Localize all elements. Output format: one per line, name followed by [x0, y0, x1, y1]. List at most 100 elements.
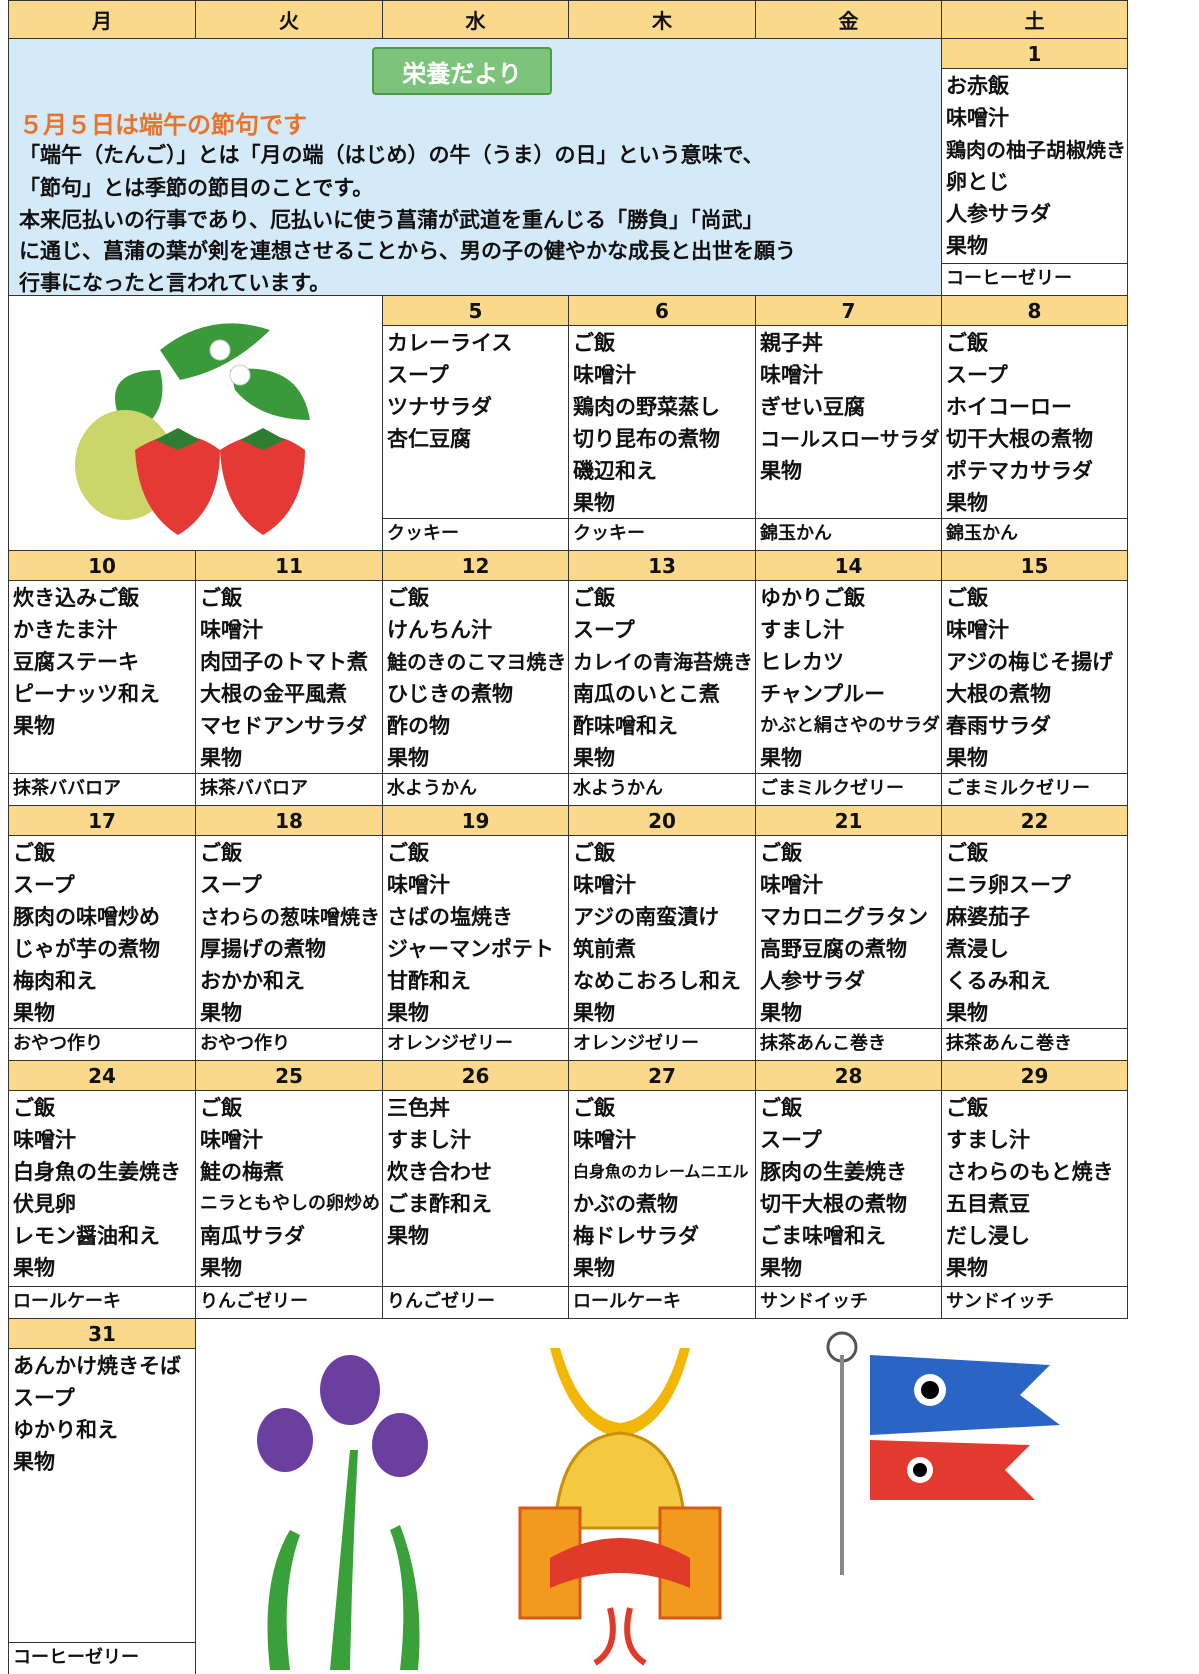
snack: 抹茶ババロア	[9, 773, 195, 805]
menu-item: 果物	[946, 1001, 988, 1025]
menu-item: カレイの青海苔焼き	[573, 650, 753, 674]
menu-item: お赤飯	[946, 74, 1009, 98]
snack: オレンジゼリー	[569, 1028, 755, 1060]
date-header: 12	[383, 551, 568, 581]
menu-item: 果物	[760, 1256, 802, 1280]
date-header: 17	[9, 806, 195, 836]
menu-item: かぶと絹さやのサラダ	[760, 715, 940, 736]
snack: サンドイッチ	[942, 1286, 1127, 1318]
menu-item: 味噌汁	[200, 618, 263, 642]
menu-item: アジの南蛮漬け	[573, 905, 720, 929]
day-cell: 24 ご飯 味噌汁 白身魚の生姜焼き 伏見卵 レモン醤油和え 果物 ロールケーキ	[8, 1060, 196, 1319]
menu-item: ご飯	[200, 841, 242, 865]
badge: 栄養だより	[372, 47, 552, 95]
snack: りんごゼリー	[383, 1286, 568, 1318]
menu-item: ご飯	[200, 1096, 242, 1120]
day-cell: 18 ご飯 スープ さわらの葱味噌焼き 厚揚げの煮物 おかか和え 果物 おやつ作り	[195, 805, 383, 1061]
menu-item: ヒレカツ	[760, 650, 844, 674]
date-header: 5	[383, 296, 568, 326]
snack: コーヒーゼリー	[942, 263, 1127, 295]
snack: 抹茶あんこ巻き	[942, 1028, 1127, 1060]
day-cell: 1 お赤飯 味噌汁 鶏肉の柚子胡椒焼き 卵とじ 人参サラダ 果物 コーヒーゼリー	[941, 38, 1128, 296]
menu-item: すまし汁	[387, 1128, 471, 1152]
menu-item: マカロニグラタン	[760, 905, 928, 929]
menu-item: ご飯	[13, 841, 55, 865]
menu-item: ご飯	[573, 586, 615, 610]
menu-item: ご飯	[946, 586, 988, 610]
snack: りんごゼリー	[196, 1286, 382, 1318]
menu-item: ぎせい豆腐	[760, 395, 865, 419]
menu-item: 果物	[200, 746, 242, 770]
menu-item: 高野豆腐の煮物	[760, 937, 907, 961]
menu-item: かきたま汁	[13, 618, 118, 642]
menu-item: アジの梅じそ揚げ	[946, 650, 1114, 674]
snack: コーヒーゼリー	[9, 1642, 195, 1674]
menu-item: 酢の物	[387, 714, 450, 738]
snack: 抹茶あんこ巻き	[756, 1028, 941, 1060]
date-header: 25	[196, 1061, 382, 1091]
menu-item: 五目煮豆	[946, 1192, 1030, 1216]
menu-item: 炊き込みご飯	[13, 586, 139, 610]
day-cell: 14 ゆかりご飯 すまし汁 ヒレカツ チャンプルー かぶと絹さやのサラダ 果物 ごまミルクゼリ…	[755, 550, 942, 806]
menu-item: 果物	[946, 234, 988, 258]
menu-item: だし浸し	[946, 1224, 1030, 1248]
menu-item: 春雨サラダ	[946, 714, 1051, 738]
menu-item: ご飯	[946, 331, 988, 355]
menu-item: 味噌汁	[573, 1128, 636, 1152]
notice-title: ５月５日は端午の節句です	[19, 111, 307, 139]
menu-item: 切干大根の煮物	[760, 1192, 907, 1216]
menu-item: 果物	[200, 1256, 242, 1280]
menu-item: ご飯	[13, 1096, 55, 1120]
date-header: 22	[942, 806, 1127, 836]
menu-item: 大根の金平風煮	[200, 682, 347, 706]
menu-item: ご飯	[573, 1096, 615, 1120]
menu-item: 人参サラダ	[760, 969, 865, 993]
menu-item: ジャーマンポテト	[387, 937, 554, 961]
menu-item: 磯辺和え	[573, 459, 657, 483]
day-cell: 25 ご飯 味噌汁 鮭の梅煮 ニラともやしの卵炒め 南瓜サラダ 果物 りんごゼリー	[195, 1060, 383, 1319]
menu-item: 鶏肉の野菜蒸し	[573, 395, 720, 419]
snack: クッキー	[383, 518, 568, 550]
menu-item: スープ	[760, 1128, 822, 1152]
menu-item: 果物	[13, 1450, 55, 1474]
day-cell: 27 ご飯 味噌汁 白身魚のカレームニエル かぶの煮物 梅ドレサラダ 果物 ロールケーキ	[568, 1060, 756, 1319]
menu-item: 味噌汁	[573, 363, 636, 387]
iris-illustration	[257, 1355, 428, 1670]
menu-item: 梅ドレサラダ	[573, 1224, 699, 1248]
date-header: 29	[942, 1061, 1127, 1091]
snack: 水ようかん	[383, 773, 568, 805]
menu-item: 豚肉の生姜焼き	[760, 1160, 907, 1184]
menu-item: ご飯	[760, 1096, 802, 1120]
menu-item: ご飯	[760, 841, 802, 865]
day-cell: 8 ご飯 スープ ホイコーロー 切干大根の煮物 ポテマカサラダ 果物 錦玉かん	[941, 295, 1128, 551]
menu-item: 南瓜サラダ	[200, 1224, 305, 1248]
notice-line: 「端午（たんご）」とは「月の端（はじめ）の牛（うま）の日」という意味で、	[19, 143, 764, 167]
menu-item: 白身魚の生姜焼き	[13, 1160, 181, 1184]
day-cell: 31 あんかけ焼きそば スープ ゆかり和え 果物 コーヒーゼリー	[8, 1318, 196, 1674]
menu-item: 果物	[760, 459, 802, 483]
menu-item: 果物	[760, 1001, 802, 1025]
weekday-header: 水	[382, 0, 569, 39]
menu-item: 果物	[13, 714, 55, 738]
notice-box: 栄養だより ５月５日は端午の節句です 「端午（たんご）」とは「月の端（はじめ）の…	[8, 38, 942, 296]
weekday-header: 火	[195, 0, 383, 39]
menu-item: 切干大根の煮物	[946, 427, 1093, 451]
date-header: 28	[756, 1061, 941, 1091]
day-cell: 20 ご飯 味噌汁 アジの南蛮漬け 筑前煮 なめこおろし和え 果物 オレンジゼリー	[568, 805, 756, 1061]
menu-item: さわらの葱味噌焼き	[200, 905, 380, 929]
menu-item: 卵とじ	[946, 170, 1009, 194]
menu-item: ポテマカサラダ	[946, 459, 1093, 483]
menu-item: 果物	[573, 1001, 615, 1025]
menu-item: ごま味噌和え	[760, 1224, 886, 1248]
menu-item: ご飯	[573, 841, 615, 865]
menu-item: おかか和え	[200, 969, 305, 993]
date-header: 20	[569, 806, 755, 836]
menu-item: 果物	[387, 1001, 429, 1025]
menu-item: 梅肉和え	[13, 969, 97, 993]
menu-item: 味噌汁	[200, 1128, 263, 1152]
snack: サンドイッチ	[756, 1286, 941, 1318]
menu-item: 果物	[946, 491, 988, 515]
menu-item: 厚揚げの煮物	[200, 937, 326, 961]
date-header: 11	[196, 551, 382, 581]
